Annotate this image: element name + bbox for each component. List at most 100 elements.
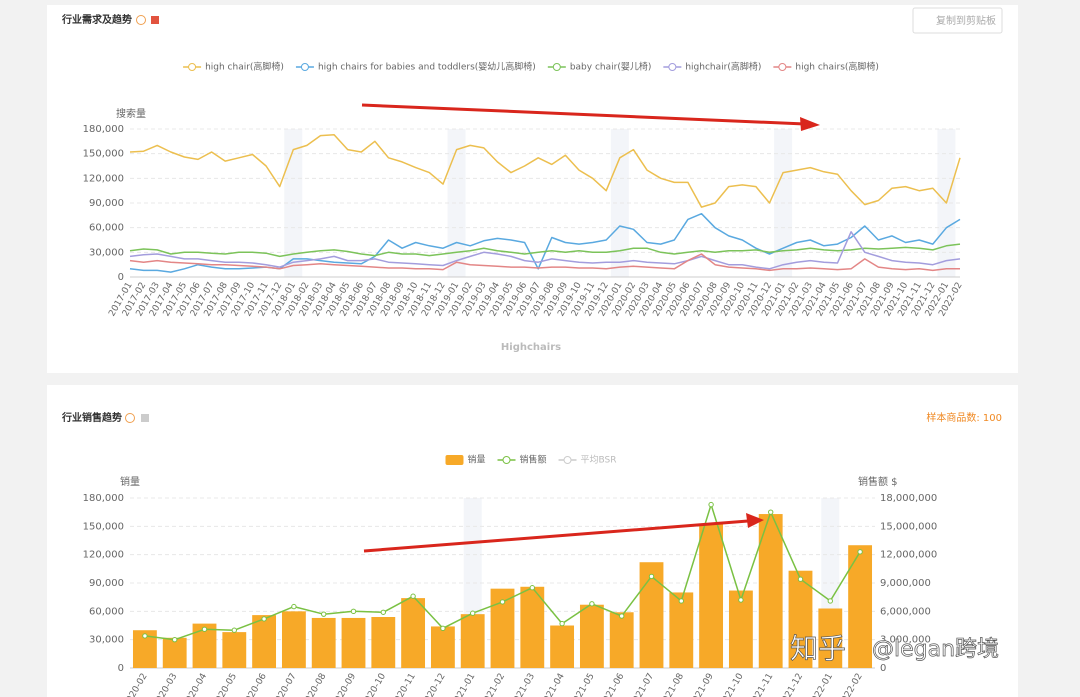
help-icon[interactable] [125, 413, 135, 423]
legend-label: high chairs(高脚椅) [795, 61, 879, 73]
sample-count: 样本商品数: 100 [926, 411, 1002, 424]
point [380, 609, 386, 615]
point [648, 573, 655, 580]
bar [162, 637, 187, 668]
point [291, 603, 297, 610]
legend-item[interactable]: high chairs for babies and toddlers(婴幼儿高… [295, 61, 536, 73]
y-axis-label: 搜索量 [116, 107, 146, 120]
y-tick-label: 90,000 [89, 578, 124, 589]
bar [579, 604, 604, 668]
bar [550, 625, 575, 668]
y2-tick-label: 9,000,000 [880, 578, 931, 589]
point [738, 597, 744, 603]
bar [401, 598, 426, 668]
bar [818, 608, 843, 668]
y2-axis-label: 销售额 $ [858, 475, 898, 488]
y-tick-label: 60,000 [89, 223, 124, 234]
video-icon[interactable] [151, 16, 159, 24]
x-axis-label: Highchairs [501, 342, 561, 353]
legend-swatch [563, 456, 572, 464]
legend-swatch [778, 63, 787, 71]
year-band [447, 129, 466, 277]
y2-tick-label: 18,000,000 [880, 493, 937, 504]
help-icon[interactable] [136, 15, 146, 25]
y-tick-label: 0 [118, 272, 124, 283]
point [678, 598, 684, 604]
legend-label: 销量 [467, 454, 485, 466]
y2-tick-label: 0 [880, 663, 886, 674]
legend-swatch [445, 455, 464, 465]
y2-tick-label: 3,000,000 [880, 635, 931, 646]
legend-item[interactable]: 销售额 [497, 454, 547, 466]
line [129, 243, 961, 258]
bar [341, 617, 366, 668]
legend-item[interactable]: 销量 [445, 454, 486, 466]
legend-swatch [188, 63, 197, 71]
legend-swatch [668, 63, 677, 71]
point [559, 620, 565, 627]
legend-swatch [502, 456, 511, 464]
point [410, 593, 416, 599]
bar [490, 588, 515, 668]
point [768, 509, 774, 515]
point [529, 585, 535, 591]
legend-label: high chair(高脚椅) [205, 61, 284, 73]
line [129, 134, 961, 208]
video-icon[interactable] [141, 414, 149, 422]
chart: 0 30,000 60,000 90,000 120,000 150,000 180,000… [83, 454, 938, 697]
point [201, 626, 208, 632]
bar [669, 592, 694, 668]
bar [222, 632, 247, 668]
point [499, 599, 506, 605]
line [129, 231, 961, 270]
y2-tick-label: 12,000,000 [880, 550, 937, 561]
annotation-arrow [361, 103, 820, 553]
bar [609, 612, 634, 668]
y-tick-label: 150,000 [83, 149, 124, 160]
panel [47, 5, 1018, 373]
legend-item[interactable]: high chairs(高脚椅) [773, 61, 879, 73]
point [321, 611, 327, 617]
legend: 销量 销售额 平均BSR [445, 454, 617, 466]
y-tick-label: 30,000 [89, 247, 124, 258]
bar [758, 514, 783, 668]
point [797, 576, 804, 582]
bar [311, 617, 336, 668]
point [589, 601, 595, 607]
legend-item[interactable]: baby chair(婴儿椅) [547, 61, 652, 73]
y-tick-label: 90,000 [89, 198, 124, 209]
bar [639, 562, 664, 668]
bar [192, 623, 217, 668]
bar [132, 630, 157, 668]
point [231, 627, 238, 633]
point [857, 549, 863, 555]
copy-button-label[interactable]: 复制到剪贴板 [936, 14, 996, 27]
bar [520, 586, 545, 668]
bar [430, 626, 455, 668]
bar [788, 570, 813, 668]
year-band [610, 129, 629, 277]
bar [728, 590, 753, 668]
point [470, 610, 476, 616]
legend: high chair(高脚椅) high chairs for babies an… [183, 61, 879, 73]
point [440, 625, 446, 632]
legend-item[interactable]: high chair(高脚椅) [183, 61, 284, 73]
y-tick-label: 120,000 [83, 550, 124, 561]
copy-button[interactable] [912, 7, 1003, 34]
point [708, 501, 714, 508]
legend-item[interactable]: highchair(高脚椅) [663, 61, 761, 73]
point [142, 633, 148, 639]
legend-item[interactable]: 平均BSR [558, 454, 617, 466]
y-axis-label: 销量 [120, 475, 140, 488]
y-tick-label: 150,000 [83, 521, 124, 532]
bar [281, 611, 306, 668]
bar [460, 614, 485, 668]
y-tick-label: 60,000 [89, 606, 124, 617]
legend-label: baby chair(婴儿椅) [570, 61, 652, 73]
legend-label: 平均BSR [581, 454, 617, 466]
y2-tick-label: 15,000,000 [880, 521, 937, 532]
bar [699, 523, 724, 668]
panel-title: 行业需求及趋势 [61, 13, 132, 26]
